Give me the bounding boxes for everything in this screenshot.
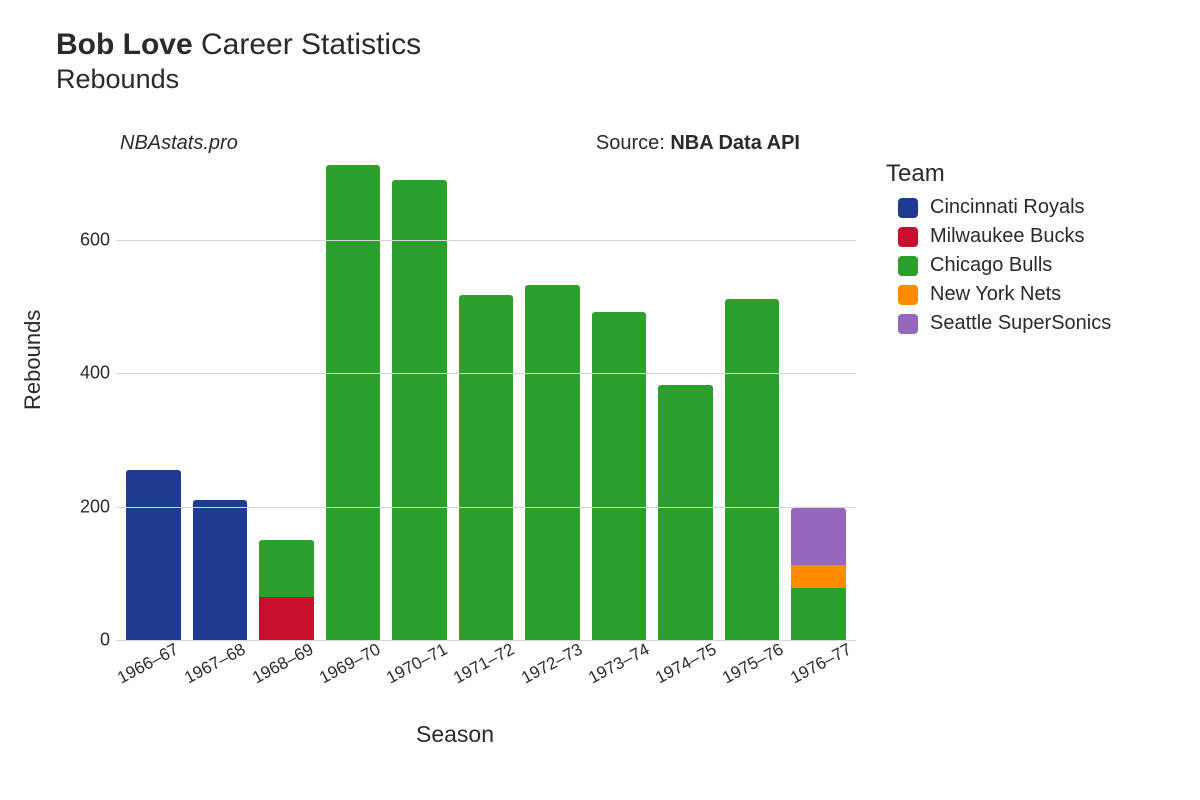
x-tick: 1970–71 xyxy=(383,639,452,688)
x-tick: 1968–69 xyxy=(248,639,317,688)
bar xyxy=(253,160,320,640)
x-tick: 1976–77 xyxy=(786,639,855,688)
x-tick: 1971–72 xyxy=(450,639,519,688)
bar-segment xyxy=(592,312,647,640)
legend-item: Cincinnati Royals xyxy=(898,196,1111,219)
bar xyxy=(652,160,719,640)
bar-segment xyxy=(658,385,713,640)
player-name: Bob Love xyxy=(56,28,193,61)
bar-segment xyxy=(259,540,314,597)
legend-items: Cincinnati Royals Milwaukee Bucks Chicago … xyxy=(886,196,1111,335)
chart-title-line1: Bob Love Career Statistics xyxy=(56,28,1200,62)
bar-segment xyxy=(259,597,314,640)
chart-area: Rebounds 0200400600 1966–671967–681968–6… xyxy=(40,150,870,730)
x-tick: 1973–74 xyxy=(585,639,654,688)
gridline xyxy=(116,373,856,374)
legend-swatch xyxy=(898,314,918,334)
bar xyxy=(453,160,520,640)
legend-label: Seattle SuperSonics xyxy=(930,312,1111,335)
x-ticks: 1966–671967–681968–691969–701970–711971–… xyxy=(116,644,856,664)
legend-label: Cincinnati Royals xyxy=(930,196,1085,219)
bar xyxy=(785,160,852,640)
bar xyxy=(120,160,187,640)
legend-item: New York Nets xyxy=(898,283,1111,306)
bars-container xyxy=(116,160,856,640)
legend-item: Milwaukee Bucks xyxy=(898,225,1111,248)
legend-title: Team xyxy=(886,160,1111,188)
bar-segment xyxy=(326,165,381,640)
legend-swatch xyxy=(898,256,918,276)
bar-segment xyxy=(126,470,181,640)
legend-swatch xyxy=(898,198,918,218)
legend-item: Seattle SuperSonics xyxy=(898,312,1111,335)
gridline xyxy=(116,240,856,241)
y-tick: 200 xyxy=(68,496,110,517)
bar-segment xyxy=(392,180,447,640)
x-tick: 1972–73 xyxy=(517,639,586,688)
bar xyxy=(386,160,453,640)
bar-segment xyxy=(459,295,514,640)
bar-segment xyxy=(791,508,846,565)
bar-segment xyxy=(791,588,846,640)
bar xyxy=(320,160,387,640)
chart-metric: Rebounds xyxy=(56,64,1200,95)
bar-segment xyxy=(193,500,248,640)
y-axis-label: Rebounds xyxy=(20,310,46,410)
title-suffix: Career Statistics xyxy=(201,28,421,61)
bar-segment xyxy=(525,285,580,640)
x-tick: 1966–67 xyxy=(114,639,183,688)
legend: Team Cincinnati Royals Milwaukee Bucks Chi… xyxy=(886,160,1111,341)
gridline xyxy=(116,640,856,641)
legend-item: Chicago Bulls xyxy=(898,254,1111,277)
y-tick: 600 xyxy=(68,230,110,251)
bar xyxy=(719,160,786,640)
x-tick: 1974–75 xyxy=(652,639,721,688)
plot-region: 0200400600 xyxy=(116,160,856,640)
bar xyxy=(187,160,254,640)
bar-segment xyxy=(725,299,780,640)
y-tick: 0 xyxy=(68,630,110,651)
legend-label: Chicago Bulls xyxy=(930,254,1052,277)
y-tick: 400 xyxy=(68,363,110,384)
legend-label: Milwaukee Bucks xyxy=(930,225,1085,248)
x-tick: 1969–70 xyxy=(315,639,384,688)
bar-segment xyxy=(791,565,846,588)
legend-label: New York Nets xyxy=(930,283,1061,306)
bar xyxy=(519,160,586,640)
x-tick: 1967–68 xyxy=(181,639,250,688)
chart-title-block: Bob Love Career Statistics Rebounds xyxy=(0,0,1200,95)
gridline xyxy=(116,507,856,508)
legend-swatch xyxy=(898,227,918,247)
legend-swatch xyxy=(898,285,918,305)
x-tick: 1975–76 xyxy=(719,639,788,688)
bar xyxy=(586,160,653,640)
x-axis-label: Season xyxy=(40,721,870,748)
